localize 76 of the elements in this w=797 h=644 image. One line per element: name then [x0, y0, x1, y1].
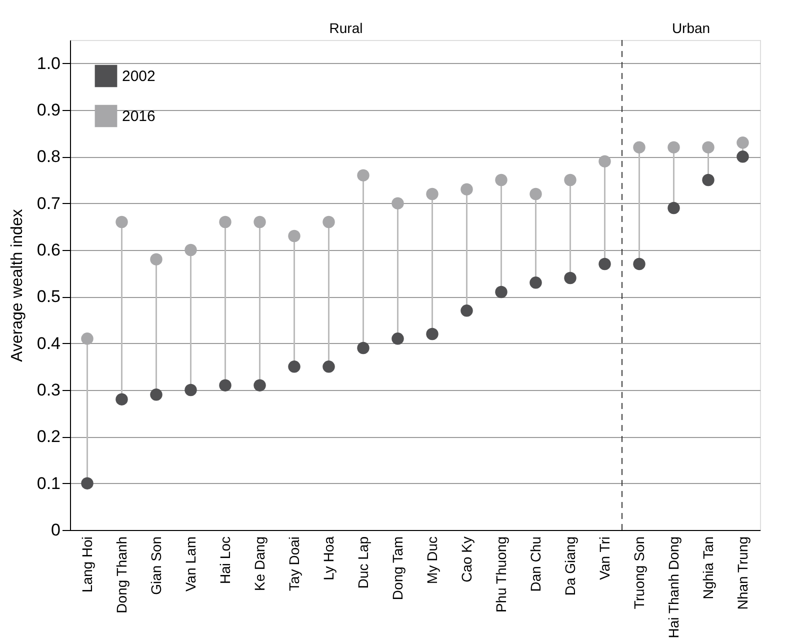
point: [564, 272, 576, 284]
x-tick-label: Hai Loc: [216, 536, 233, 584]
y-tick-label: 0.3: [36, 380, 60, 400]
point: [219, 379, 232, 392]
point: [530, 276, 542, 289]
x-tick-label: Dong Thanh: [113, 536, 130, 614]
x-tick-label: Ke Dang: [251, 536, 268, 591]
x-tick-label: Phu Thuong: [492, 536, 509, 613]
point: [288, 230, 300, 242]
text: Urban: [672, 20, 710, 36]
text: Rural: [329, 20, 363, 36]
point: [426, 188, 438, 200]
point: [460, 304, 473, 317]
y-tick-label: 0.7: [36, 194, 60, 213]
x-tick-label: Truong Son: [630, 536, 647, 610]
point: [668, 202, 680, 214]
legend-label: 2002: [122, 68, 156, 85]
x-tick-label: Dan Chu: [527, 536, 544, 592]
y-tick-label: 0.2: [36, 427, 60, 446]
y-tick-label: 0.4: [36, 334, 60, 353]
point: [460, 183, 473, 196]
point: [184, 244, 197, 256]
y-axis-title: Average wealth index: [8, 209, 26, 362]
point: [736, 136, 749, 149]
x-tick-label: Dong Tam: [389, 536, 406, 600]
point: [357, 169, 370, 182]
legend-label: 2016: [122, 108, 156, 125]
point: [598, 258, 611, 270]
point: [495, 286, 508, 298]
point: [81, 332, 94, 345]
point: [357, 342, 370, 354]
point: [116, 393, 128, 406]
x-tick-label: Lang Hoi: [78, 536, 95, 593]
point: [668, 141, 680, 154]
y-tick-label: 0.8: [36, 147, 60, 166]
point: [495, 174, 508, 186]
point: [530, 188, 542, 200]
y-tick-label: 0: [51, 520, 60, 540]
x-tick-label: Van Tri: [596, 536, 612, 580]
point: [254, 379, 266, 392]
point: [736, 150, 749, 163]
point: [392, 197, 404, 210]
point: [426, 328, 438, 340]
point: [322, 216, 335, 228]
x-tick-label: Ly Hoa: [320, 536, 336, 580]
x-tick-label: Gian Son: [148, 536, 164, 595]
x-tick-label: My Duc: [424, 536, 440, 584]
y-tick-label: 1.0: [36, 54, 60, 73]
point: [633, 141, 646, 154]
y-tick-label: 0.9: [36, 100, 60, 120]
point: [322, 360, 335, 373]
x-tick-label: Tay Doai: [286, 536, 302, 591]
point: [150, 388, 162, 401]
x-tick-label: Nhan Trung: [734, 536, 750, 610]
y-tick-label: 0.1: [36, 474, 60, 493]
x-tick-label: Van Lam: [182, 536, 198, 592]
x-tick-label: Duc Lap: [354, 536, 371, 589]
x-tick-label: Nghia Tan: [700, 536, 716, 600]
x-tick-label: Cao Ky: [458, 536, 474, 582]
point: [702, 174, 714, 186]
point: [702, 141, 714, 154]
y-tick-label: 0.6: [36, 240, 60, 260]
point: [81, 477, 94, 490]
point: [598, 155, 611, 168]
point: [288, 360, 300, 373]
point: [254, 216, 266, 228]
point: [116, 216, 128, 228]
y-tick-label: 0.5: [36, 287, 60, 306]
point: [219, 216, 232, 228]
x-tick-label: Hai Thanh Dong: [665, 536, 682, 638]
point: [392, 332, 404, 345]
x-tick-label: Da Giang: [562, 536, 578, 596]
point: [184, 384, 197, 396]
point: [633, 258, 646, 270]
point: [564, 174, 576, 186]
point: [150, 253, 162, 266]
